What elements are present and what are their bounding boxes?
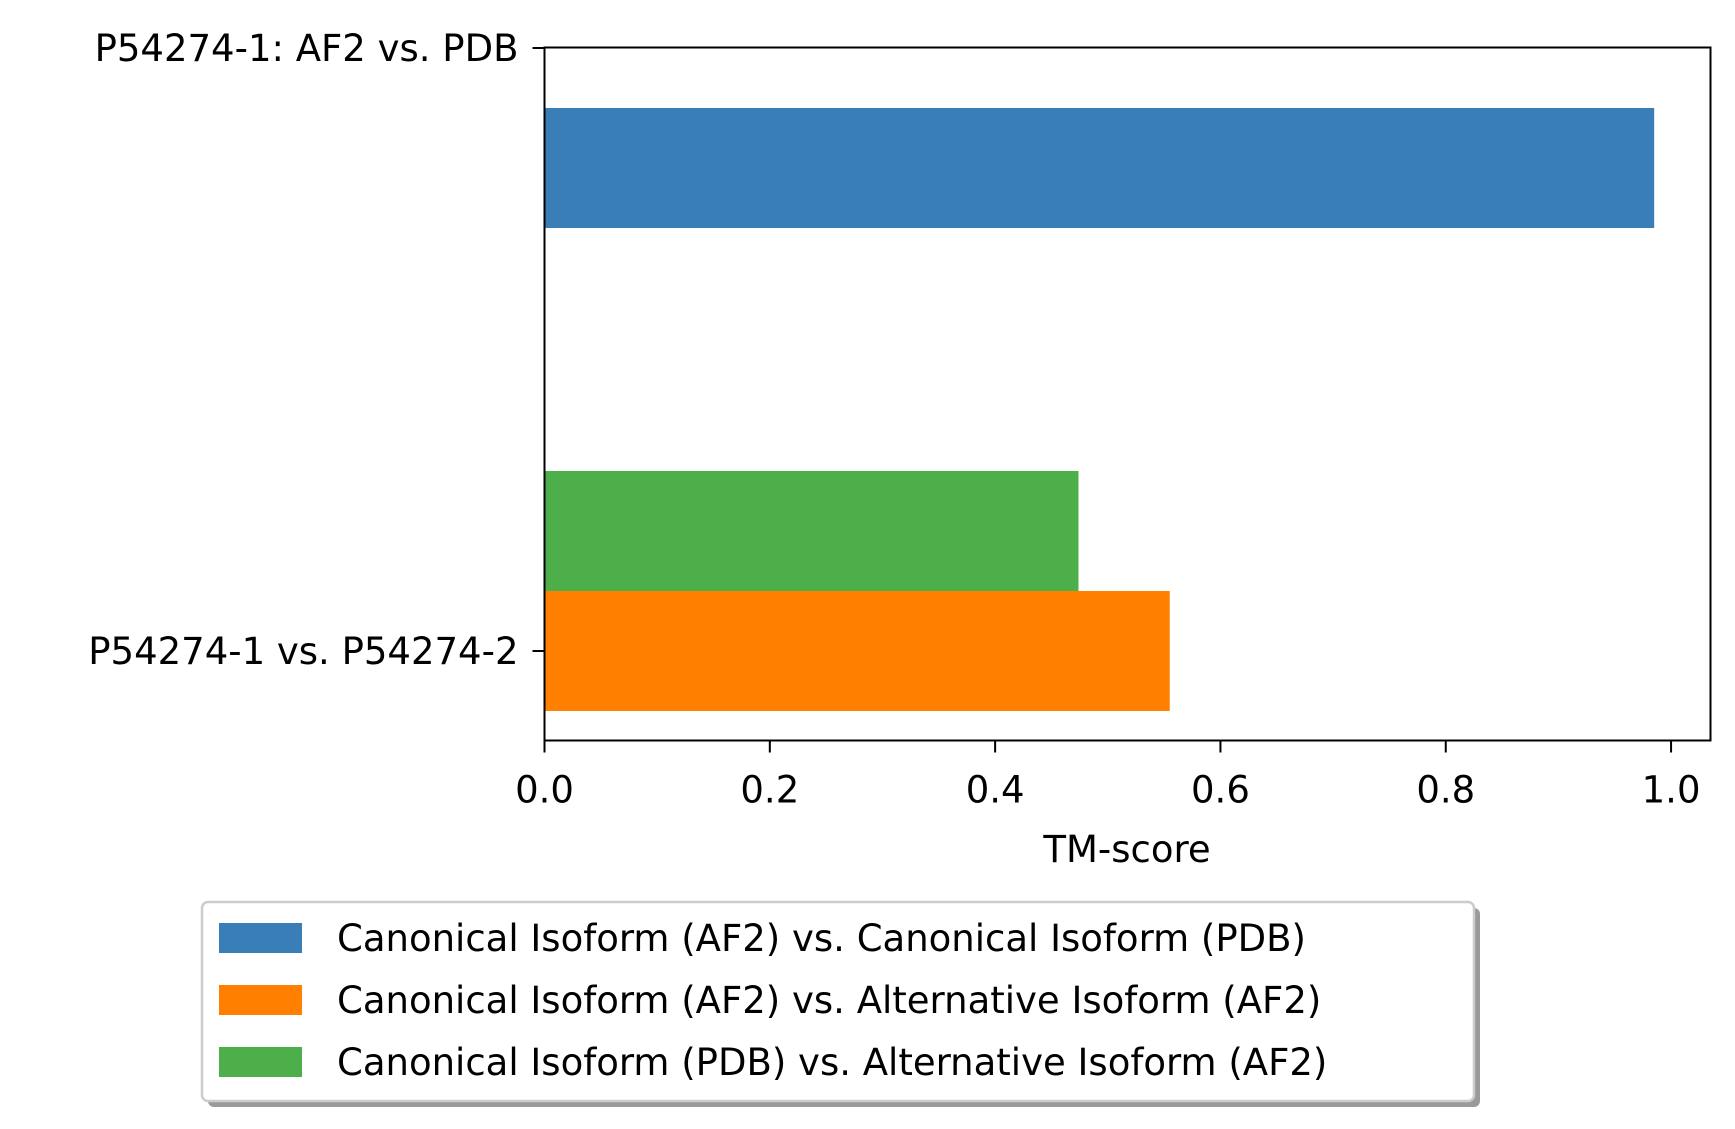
x-tick-label: 0.4 xyxy=(966,769,1025,812)
bar-series-2-cat-1 xyxy=(544,471,1079,591)
x-tick-label: 1.0 xyxy=(1642,769,1701,812)
legend-items: Canonical Isoform (AF2) vs. Canonical Is… xyxy=(219,917,1327,1084)
y-tick-label: P54274-1: AF2 vs. PDB xyxy=(95,27,519,70)
x-tick-label: 0.2 xyxy=(740,769,799,812)
legend-swatch xyxy=(219,985,302,1015)
legend-label: Canonical Isoform (AF2) vs. Alternative … xyxy=(337,979,1321,1022)
legend-label: Canonical Isoform (PDB) vs. Alternative … xyxy=(337,1041,1327,1084)
legend: Canonical Isoform (AF2) vs. Canonical Is… xyxy=(200,900,1480,1107)
legend-swatch xyxy=(219,923,302,953)
x-tick-label: 0.6 xyxy=(1191,769,1250,812)
bar-series-1-cat-1 xyxy=(544,591,1170,711)
plot-frame xyxy=(543,46,1712,742)
bar-series-0-cat-0 xyxy=(544,108,1655,228)
x-tick-label: 0.0 xyxy=(515,769,574,812)
x-axis-label: TM-score xyxy=(1042,828,1210,871)
bars-layer xyxy=(544,108,1655,711)
x-axis: 0.0 0.2 0.4 0.6 0.8 1.0 xyxy=(515,740,1701,812)
y-tick-label: P54274-1 vs. P54274-2 xyxy=(88,630,518,673)
legend-box xyxy=(200,900,1476,1103)
legend-swatch xyxy=(219,1047,302,1077)
y-axis: P54274-1: AF2 vs. PDB P54274-1 vs. P54274… xyxy=(88,27,545,673)
legend-label: Canonical Isoform (AF2) vs. Canonical Is… xyxy=(337,917,1306,960)
x-tick-label: 0.8 xyxy=(1416,769,1475,812)
